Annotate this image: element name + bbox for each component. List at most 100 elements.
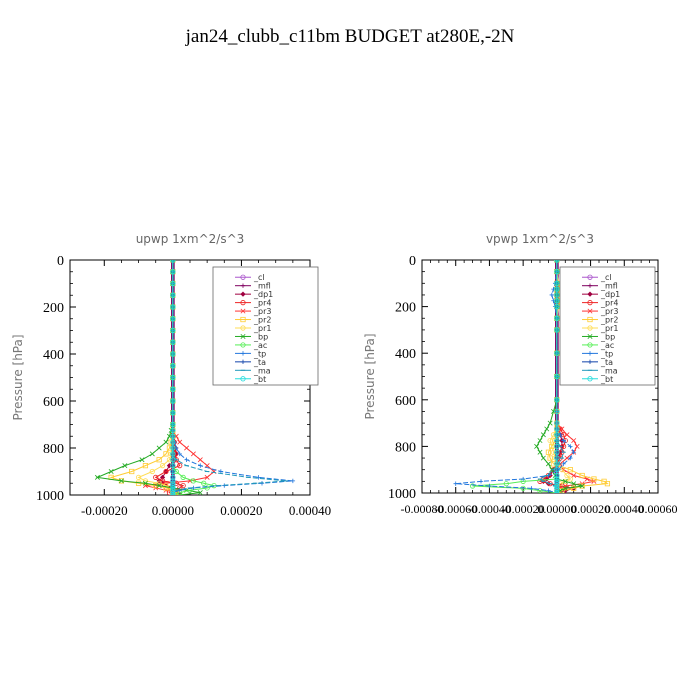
legend-marker [587,300,593,306]
legend-box [559,266,656,386]
legend-label: _tp [253,349,266,358]
data-point [554,426,560,432]
y-tick-label: 600 [43,395,64,410]
data-point [170,280,176,287]
plot-area [94,260,296,495]
x-tick-label: 0.00040 [605,502,644,516]
x-tick-label: 0.00040 [289,503,331,518]
legend-marker [587,274,593,280]
data-point [574,443,580,449]
x-tick-label: -0.00020 [81,503,128,518]
data-point [290,478,296,484]
y-tick-label: 600 [395,394,416,409]
data-point [197,457,203,463]
data-point [139,457,145,463]
plot-area [453,260,611,493]
legend-label: _bp [253,332,268,341]
legend-label: _pr2 [253,316,271,325]
data-point [170,363,176,369]
data-point [163,451,169,457]
legend-label: _pr4 [600,299,618,308]
data-point [170,292,176,298]
legend-marker [587,359,593,365]
data-point [554,373,560,380]
x-tick-label: 0.00000 [537,502,576,516]
data-point [108,469,114,474]
data-point [184,445,190,451]
legend-marker [587,308,593,314]
data-point [170,304,176,310]
data-point [571,473,577,479]
data-point [554,286,560,292]
data-point [561,438,566,443]
data-point [554,472,560,479]
data-point [537,438,543,444]
data-point [564,472,570,479]
legend-label: _ac [253,341,267,350]
data-point [549,292,554,298]
data-point [546,488,551,493]
legend-marker [587,325,593,331]
legend-label: _pr2 [600,316,618,325]
y-tick-label: 1000 [36,489,64,504]
legend-label: _ac [600,341,614,350]
data-point [180,482,186,489]
data-point [170,316,176,322]
x-tick-label: 0.00000 [152,503,194,518]
legend-marker [240,291,246,297]
legend-marker [240,333,246,339]
data-point [554,280,560,286]
legend-marker [240,342,246,348]
data-point [571,438,577,444]
data-point [520,476,526,482]
panel-title: vpwp 1xm^2/s^3 [486,232,594,246]
legend-marker [587,376,593,382]
legend-marker [587,351,593,356]
data-point [170,269,176,275]
legend-marker [240,325,246,331]
series-markers-bt [170,260,176,495]
data-point [170,351,176,357]
data-point [153,474,159,480]
data-point [122,463,128,469]
y-tick-label: 400 [43,348,64,363]
data-point [571,450,576,455]
data-point [204,485,210,491]
data-point [554,298,560,304]
data-point [544,426,550,432]
data-point [568,455,573,461]
data-point [177,439,183,445]
data-point [554,327,560,333]
legend-label: _ma [600,366,618,375]
data-point [554,449,560,455]
data-point [537,449,543,455]
data-point [564,432,570,438]
y-axis-label: Pressure [hPa] [363,333,377,419]
legend-label: _ta [600,358,613,367]
data-point [554,350,560,356]
data-point [554,443,560,449]
data-point [564,455,570,461]
data-point [554,461,560,467]
data-point [170,374,176,381]
data-point [540,432,546,438]
data-point [547,420,553,426]
data-point [170,427,176,433]
data-point [170,421,176,428]
data-point [135,474,142,480]
legend-box [212,266,319,386]
data-point [487,483,492,489]
data-point [163,482,169,489]
x-tick-label: 0.00020 [571,502,610,516]
data-point [547,455,553,461]
data-point [554,437,560,444]
data-point [545,449,552,455]
y-tick-label: 1000 [388,487,416,502]
x-tick-label: 0.00020 [220,503,262,518]
legend-label: _bt [253,375,266,384]
data-point [177,451,182,457]
legend-label: _pr4 [253,299,271,308]
legend-label: _cl [253,273,265,282]
legend-label: _dp1 [600,290,620,299]
